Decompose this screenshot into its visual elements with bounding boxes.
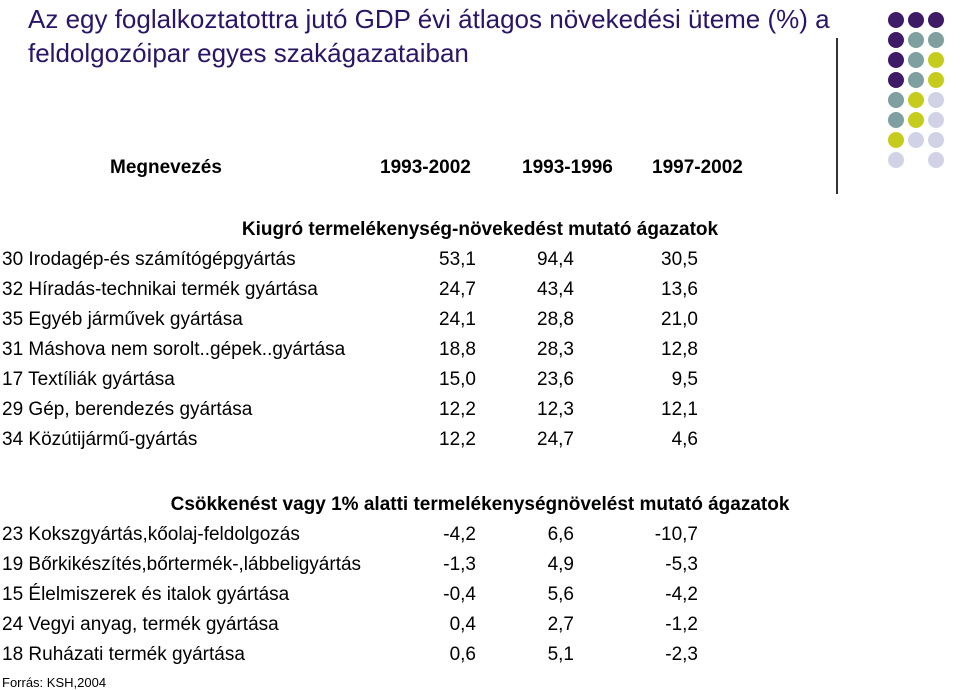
decorative-dot xyxy=(888,152,904,168)
table-row: 23 Kokszgyártás,kőolaj-feldolgozás -4,2 6,… xyxy=(0,524,960,554)
row-value-1993-2002: 0,6 xyxy=(449,644,476,665)
decorative-dot xyxy=(888,12,904,28)
row-value-1997-2002: 21,0 xyxy=(661,309,698,330)
row-value-1993-2002: -4,2 xyxy=(443,524,476,545)
decorative-vertical-line xyxy=(836,38,838,194)
row-value-1997-2002: -4,2 xyxy=(665,584,698,605)
section-title-low-growth: Csökkenést vagy 1% alatti termelékenység… xyxy=(170,494,790,515)
table-row: 35 Egyéb járművek gyártása 24,1 28,8 21,0 xyxy=(0,309,960,339)
row-value-1993-2002: 24,1 xyxy=(439,309,476,330)
decorative-dot xyxy=(888,132,904,148)
row-value-1993-1996: 24,7 xyxy=(537,429,574,450)
row-value-1993-2002: -0,4 xyxy=(443,584,476,605)
row-value-1993-1996: 6,6 xyxy=(547,524,574,545)
row-value-1993-1996: 4,9 xyxy=(547,554,574,575)
row-value-1993-1996: 5,1 xyxy=(547,644,574,665)
row-value-1997-2002: -10,7 xyxy=(654,524,698,545)
decorative-dot xyxy=(888,52,904,68)
slide-title: Az egy foglalkoztatottra jutó GDP évi át… xyxy=(28,4,830,68)
table-header-period-1: 1993-2002 xyxy=(380,157,471,178)
decorative-dot xyxy=(888,32,904,48)
decorative-dot xyxy=(908,72,924,88)
source-note: Forrás: KSH,2004 xyxy=(2,675,107,690)
row-value-1993-2002: 24,7 xyxy=(439,279,476,300)
decorative-dot xyxy=(928,152,944,168)
decorative-dot xyxy=(928,32,944,48)
row-value-1997-2002: -2,3 xyxy=(665,644,698,665)
row-value-1993-2002: 18,8 xyxy=(439,339,476,360)
row-name: 30 Irodagép-és számítógépgyártás xyxy=(2,249,296,270)
row-value-1993-2002: 53,1 xyxy=(439,249,476,270)
decorative-dot xyxy=(928,12,944,28)
row-value-1993-1996: 23,6 xyxy=(537,369,574,390)
row-value-1997-2002: 4,6 xyxy=(671,429,698,450)
row-name: 29 Gép, berendezés gyártása xyxy=(2,399,253,420)
table-header-name: Megnevezés xyxy=(110,157,222,178)
row-name: 19 Bőrkikészítés,bőrtermék-,lábbeligyárt… xyxy=(2,554,362,575)
row-value-1993-2002: -1,3 xyxy=(443,554,476,575)
row-value-1997-2002: 30,5 xyxy=(661,249,698,270)
table-row: 15 Élelmiszerek és italok gyártása -0,4 5,… xyxy=(0,584,960,614)
table-row: 18 Ruházati termék gyártása 0,6 5,1 -2,3 xyxy=(0,644,960,674)
table-row: 24 Vegyi anyag, termék gyártása 0,4 2,7 -1,… xyxy=(0,614,960,644)
decorative-dot xyxy=(928,72,944,88)
row-value-1993-1996: 12,3 xyxy=(537,399,574,420)
decorative-dot xyxy=(908,92,924,108)
decorative-dot xyxy=(888,72,904,88)
row-name: 18 Ruházati termék gyártása xyxy=(2,644,245,665)
row-value-1993-2002: 0,4 xyxy=(449,614,476,635)
row-value-1997-2002: -1,2 xyxy=(665,614,698,635)
table-row: 17 Textíliák gyártása 15,0 23,6 9,5 xyxy=(0,369,960,399)
row-value-1993-1996: 43,4 xyxy=(537,279,574,300)
row-value-1993-1996: 94,4 xyxy=(537,249,574,270)
row-value-1997-2002: 12,1 xyxy=(661,399,698,420)
table-row: 29 Gép, berendezés gyártása 12,2 12,3 12,1 xyxy=(0,399,960,429)
table-row: 30 Irodagép-és számítógépgyártás 53,1 94,4… xyxy=(0,249,960,279)
row-value-1993-2002: 12,2 xyxy=(439,429,476,450)
row-name: 24 Vegyi anyag, termék gyártása xyxy=(2,614,279,635)
row-value-1997-2002: 13,6 xyxy=(661,279,698,300)
row-name: 23 Kokszgyártás,kőolaj-feldolgozás xyxy=(2,524,300,545)
decorative-dot xyxy=(908,132,924,148)
row-value-1993-2002: 12,2 xyxy=(439,399,476,420)
decorative-dot xyxy=(928,92,944,108)
row-name: 34 Közútijármű-gyártás xyxy=(2,429,198,450)
row-value-1993-1996: 28,8 xyxy=(537,309,574,330)
row-value-1997-2002: 12,8 xyxy=(661,339,698,360)
row-name: 35 Egyéb járművek gyártása xyxy=(2,309,243,330)
row-value-1997-2002: -5,3 xyxy=(665,554,698,575)
row-name: 15 Élelmiszerek és italok gyártása xyxy=(2,584,290,605)
row-name: 17 Textíliák gyártása xyxy=(2,369,175,390)
row-value-1993-1996: 2,7 xyxy=(547,614,574,635)
table-row: 34 Közútijármű-gyártás 12,2 24,7 4,6 xyxy=(0,429,960,459)
decorative-dot xyxy=(888,92,904,108)
row-value-1993-1996: 28,3 xyxy=(537,339,574,360)
decorative-dot xyxy=(888,112,904,128)
row-name: 32 Híradás-technikai termék gyártása xyxy=(2,279,318,300)
row-value-1993-2002: 15,0 xyxy=(439,369,476,390)
decorative-dot xyxy=(928,112,944,128)
table-row: 31 Máshova nem sorolt..gépek..gyártása 18… xyxy=(0,339,960,369)
decorative-dot xyxy=(908,112,924,128)
decorative-dot xyxy=(908,12,924,28)
table-row: 32 Híradás-technikai termék gyártása 24,7… xyxy=(0,279,960,309)
table-row: 19 Bőrkikészítés,bőrtermék-,lábbeligyárt… xyxy=(0,554,960,584)
section-title-high-growth: Kiugró termelékenység-növekedést mutató … xyxy=(241,219,719,240)
decorative-dot xyxy=(928,132,944,148)
decorative-dot xyxy=(928,52,944,68)
row-value-1997-2002: 9,5 xyxy=(671,369,698,390)
decorative-dot xyxy=(908,52,924,68)
row-name: 31 Máshova nem sorolt..gépek..gyártása xyxy=(2,339,346,360)
row-value-1993-1996: 5,6 xyxy=(547,584,574,605)
table-header-period-2: 1993-1996 xyxy=(522,157,613,178)
decorative-dot xyxy=(908,32,924,48)
table-header-period-3: 1997-2002 xyxy=(652,157,743,178)
